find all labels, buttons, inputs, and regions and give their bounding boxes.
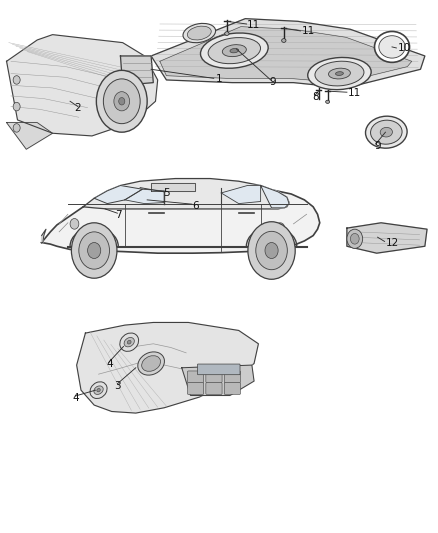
Ellipse shape xyxy=(223,45,246,56)
Circle shape xyxy=(119,98,125,105)
Circle shape xyxy=(114,92,130,111)
FancyBboxPatch shape xyxy=(187,383,204,394)
Ellipse shape xyxy=(201,33,268,68)
FancyBboxPatch shape xyxy=(224,371,240,383)
Circle shape xyxy=(13,124,20,132)
Ellipse shape xyxy=(225,31,229,35)
Circle shape xyxy=(256,231,287,270)
Circle shape xyxy=(96,70,147,132)
Polygon shape xyxy=(42,229,46,243)
Ellipse shape xyxy=(127,341,131,344)
Polygon shape xyxy=(151,183,195,191)
Ellipse shape xyxy=(187,26,211,40)
Circle shape xyxy=(88,243,101,259)
Ellipse shape xyxy=(97,389,100,392)
Ellipse shape xyxy=(282,38,286,43)
Ellipse shape xyxy=(371,120,402,144)
Text: 4: 4 xyxy=(106,359,113,368)
Text: 4: 4 xyxy=(73,393,79,402)
Polygon shape xyxy=(7,35,158,136)
Ellipse shape xyxy=(208,38,261,63)
Polygon shape xyxy=(42,187,320,253)
Ellipse shape xyxy=(90,382,107,399)
Polygon shape xyxy=(77,322,258,413)
Ellipse shape xyxy=(315,61,364,86)
Polygon shape xyxy=(221,185,261,204)
Ellipse shape xyxy=(138,352,164,375)
Ellipse shape xyxy=(380,127,392,137)
Text: 7: 7 xyxy=(115,210,121,220)
Polygon shape xyxy=(83,179,289,209)
Circle shape xyxy=(79,232,110,269)
Circle shape xyxy=(347,229,363,248)
Circle shape xyxy=(265,243,278,259)
Polygon shape xyxy=(120,56,153,85)
Circle shape xyxy=(13,102,20,111)
Text: 8: 8 xyxy=(312,92,318,102)
Polygon shape xyxy=(151,19,425,88)
Ellipse shape xyxy=(328,68,350,79)
Text: 12: 12 xyxy=(385,238,399,248)
Polygon shape xyxy=(7,123,53,149)
Ellipse shape xyxy=(230,49,239,53)
Circle shape xyxy=(70,219,79,229)
Polygon shape xyxy=(182,365,254,395)
Text: 6: 6 xyxy=(193,201,199,211)
Ellipse shape xyxy=(379,36,405,58)
Polygon shape xyxy=(94,185,142,204)
Text: 5: 5 xyxy=(163,188,170,198)
Text: 11: 11 xyxy=(347,88,360,98)
Text: 9: 9 xyxy=(374,141,381,150)
Text: 10: 10 xyxy=(398,43,411,53)
Text: 9: 9 xyxy=(269,77,276,86)
Ellipse shape xyxy=(124,337,134,347)
Circle shape xyxy=(276,223,285,233)
Polygon shape xyxy=(125,189,164,204)
Circle shape xyxy=(103,79,140,124)
FancyBboxPatch shape xyxy=(206,383,222,394)
Ellipse shape xyxy=(366,116,407,148)
Ellipse shape xyxy=(374,31,410,62)
Ellipse shape xyxy=(94,386,103,394)
Circle shape xyxy=(71,223,117,278)
FancyBboxPatch shape xyxy=(224,383,240,394)
Ellipse shape xyxy=(336,71,343,76)
Text: 3: 3 xyxy=(114,381,121,391)
Ellipse shape xyxy=(183,23,215,43)
Text: 11: 11 xyxy=(301,27,314,36)
Ellipse shape xyxy=(308,58,371,90)
Circle shape xyxy=(248,222,295,279)
FancyBboxPatch shape xyxy=(206,371,222,383)
FancyBboxPatch shape xyxy=(198,364,240,375)
Circle shape xyxy=(350,233,359,244)
Polygon shape xyxy=(160,27,412,83)
Ellipse shape xyxy=(326,100,330,103)
Ellipse shape xyxy=(141,356,161,372)
Circle shape xyxy=(13,76,20,84)
Text: 2: 2 xyxy=(74,103,81,112)
Ellipse shape xyxy=(120,333,138,351)
FancyBboxPatch shape xyxy=(187,371,204,383)
Polygon shape xyxy=(347,223,427,253)
Text: 11: 11 xyxy=(247,20,260,29)
Text: 1: 1 xyxy=(215,74,222,84)
Polygon shape xyxy=(261,185,289,208)
